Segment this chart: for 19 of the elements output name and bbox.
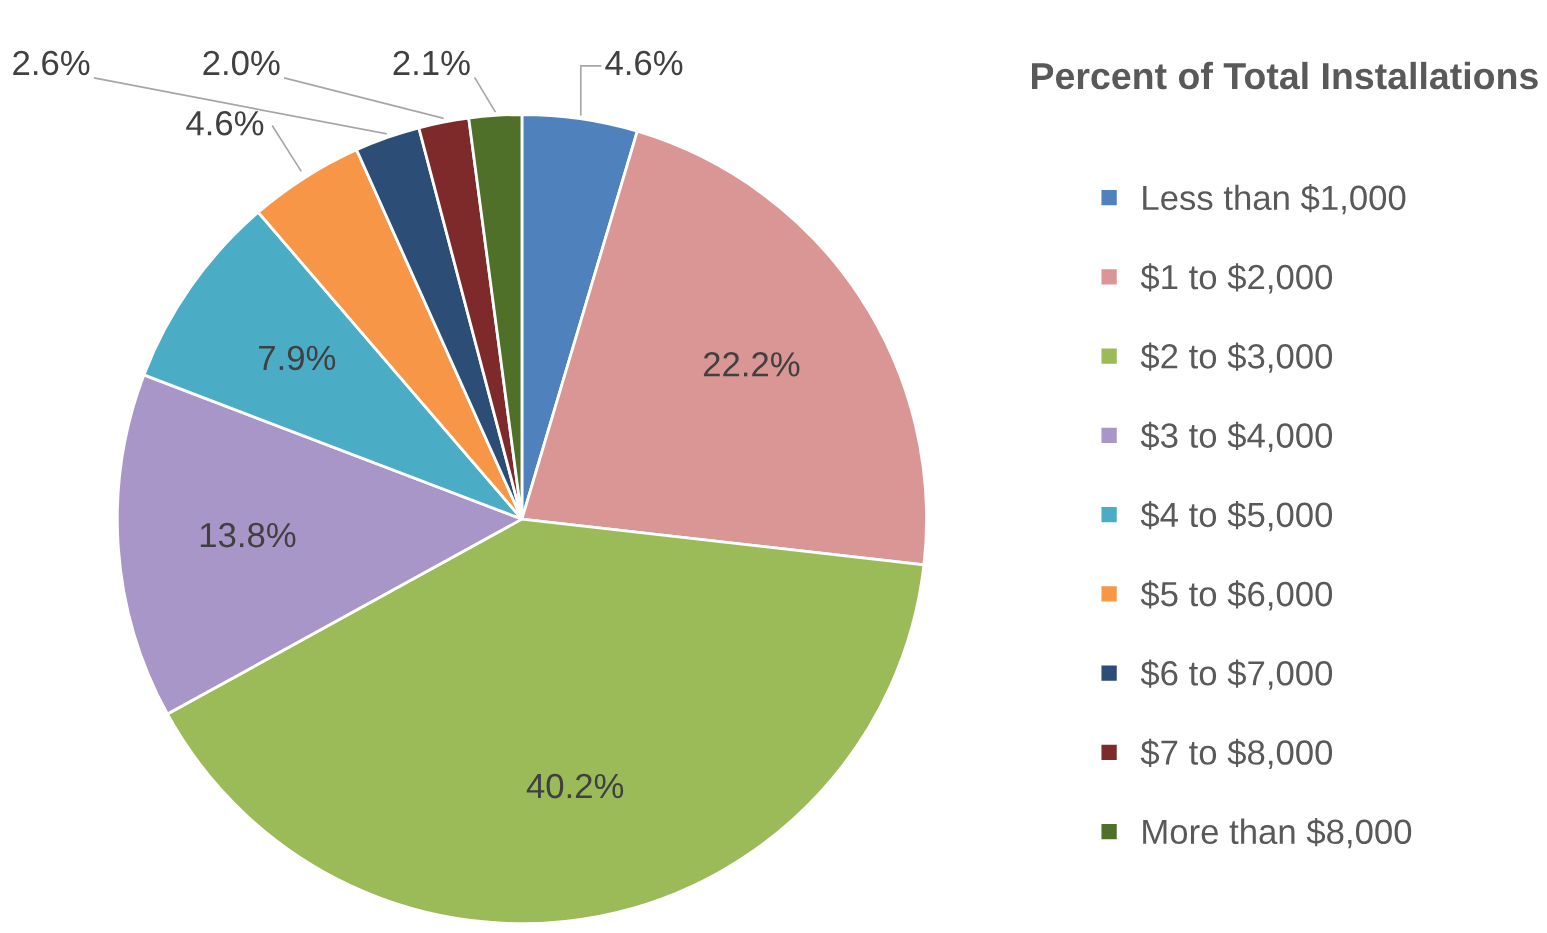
legend-label: $3 to $4,000 — [1140, 421, 1333, 452]
legend-label: $2 to $3,000 — [1140, 342, 1333, 373]
data-label: 4.6% — [186, 110, 264, 136]
data-label: 13.8% — [200, 522, 296, 548]
data-label: 4.6% — [605, 50, 683, 76]
data-label: 2.0% — [203, 50, 280, 76]
legend-label: Less than $1,000 — [1143, 184, 1406, 215]
legend-label: $1 to $2,000 — [1140, 263, 1333, 294]
data-label: 22.2% — [703, 352, 800, 377]
chart-title: Percent of Total Installations — [1032, 61, 1538, 90]
legend-label: $6 to $7,000 — [1140, 659, 1333, 690]
data-label: 40.2% — [526, 773, 624, 799]
legend-label: $5 to $6,000 — [1140, 580, 1333, 611]
legend-label: $4 to $5,000 — [1140, 501, 1333, 532]
legend-label: More than $8,000 — [1143, 818, 1412, 849]
data-label: 7.9% — [259, 345, 336, 371]
data-label: 2.1% — [393, 50, 470, 76]
legend-label: $7 to $8,000 — [1140, 738, 1333, 769]
data-label: 2.6% — [13, 50, 90, 76]
